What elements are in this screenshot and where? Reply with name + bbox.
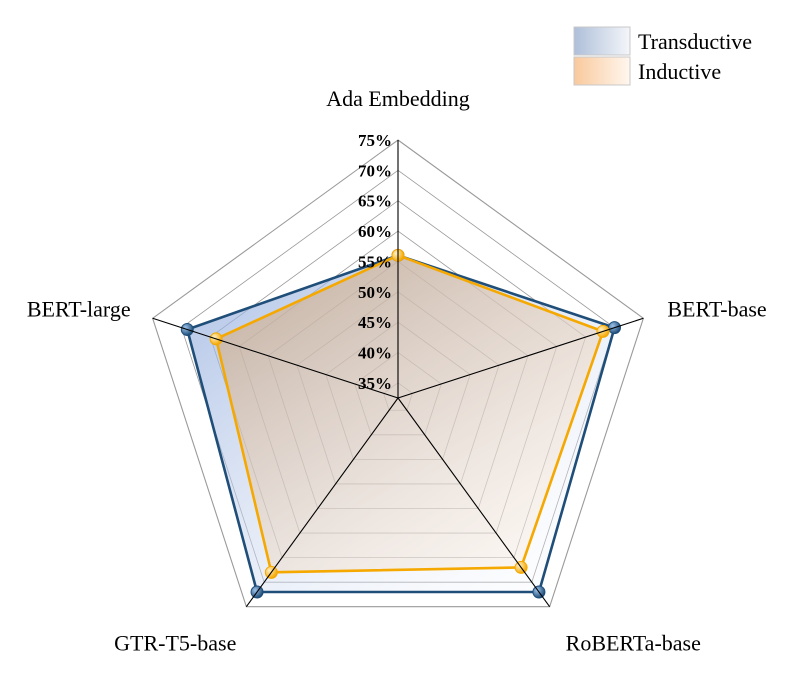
radar-series — [180, 248, 622, 599]
tick-label-70: 70% — [358, 161, 392, 180]
axis-spoke-1 — [397, 317, 644, 399]
tick-label-45: 45% — [358, 313, 392, 332]
tick-label-40: 40% — [358, 343, 392, 362]
grid-ring-75 — [151, 139, 645, 608]
axis-label-2: RoBERTa-base — [566, 631, 701, 656]
legend-swatch-inductive — [573, 56, 631, 86]
tick-label-55: 55% — [358, 252, 392, 271]
series-line-transductive — [185, 254, 616, 594]
series-line-inductive — [214, 254, 605, 574]
radar-axes — [152, 140, 644, 608]
tick-label-75: 75% — [358, 131, 392, 150]
legend-label-transductive: Transductive — [638, 29, 752, 54]
legend-swatch-transductive — [573, 26, 631, 56]
axis-label-3: GTR-T5-base — [114, 631, 236, 656]
axis-label-0: Ada Embedding — [326, 86, 470, 111]
legend-label-inductive: Inductive — [638, 59, 721, 84]
axis-spoke-4 — [152, 317, 399, 399]
axis-spoke-3 — [245, 397, 399, 608]
legend: Transductive Inductive — [573, 26, 752, 86]
tick-label-50: 50% — [358, 283, 392, 302]
axis-label-4: BERT-large — [27, 296, 131, 321]
axis-label-1: BERT-base — [667, 296, 766, 321]
radar-labels: 35% 40% 45% 50% 55% 60% 65% 70% 75% Ada Embedding… — [27, 86, 767, 656]
tick-label-60: 60% — [358, 222, 392, 241]
tick-label-65: 65% — [358, 192, 392, 211]
tick-label-35: 35% — [358, 374, 392, 393]
axis-spoke-2 — [397, 397, 551, 608]
